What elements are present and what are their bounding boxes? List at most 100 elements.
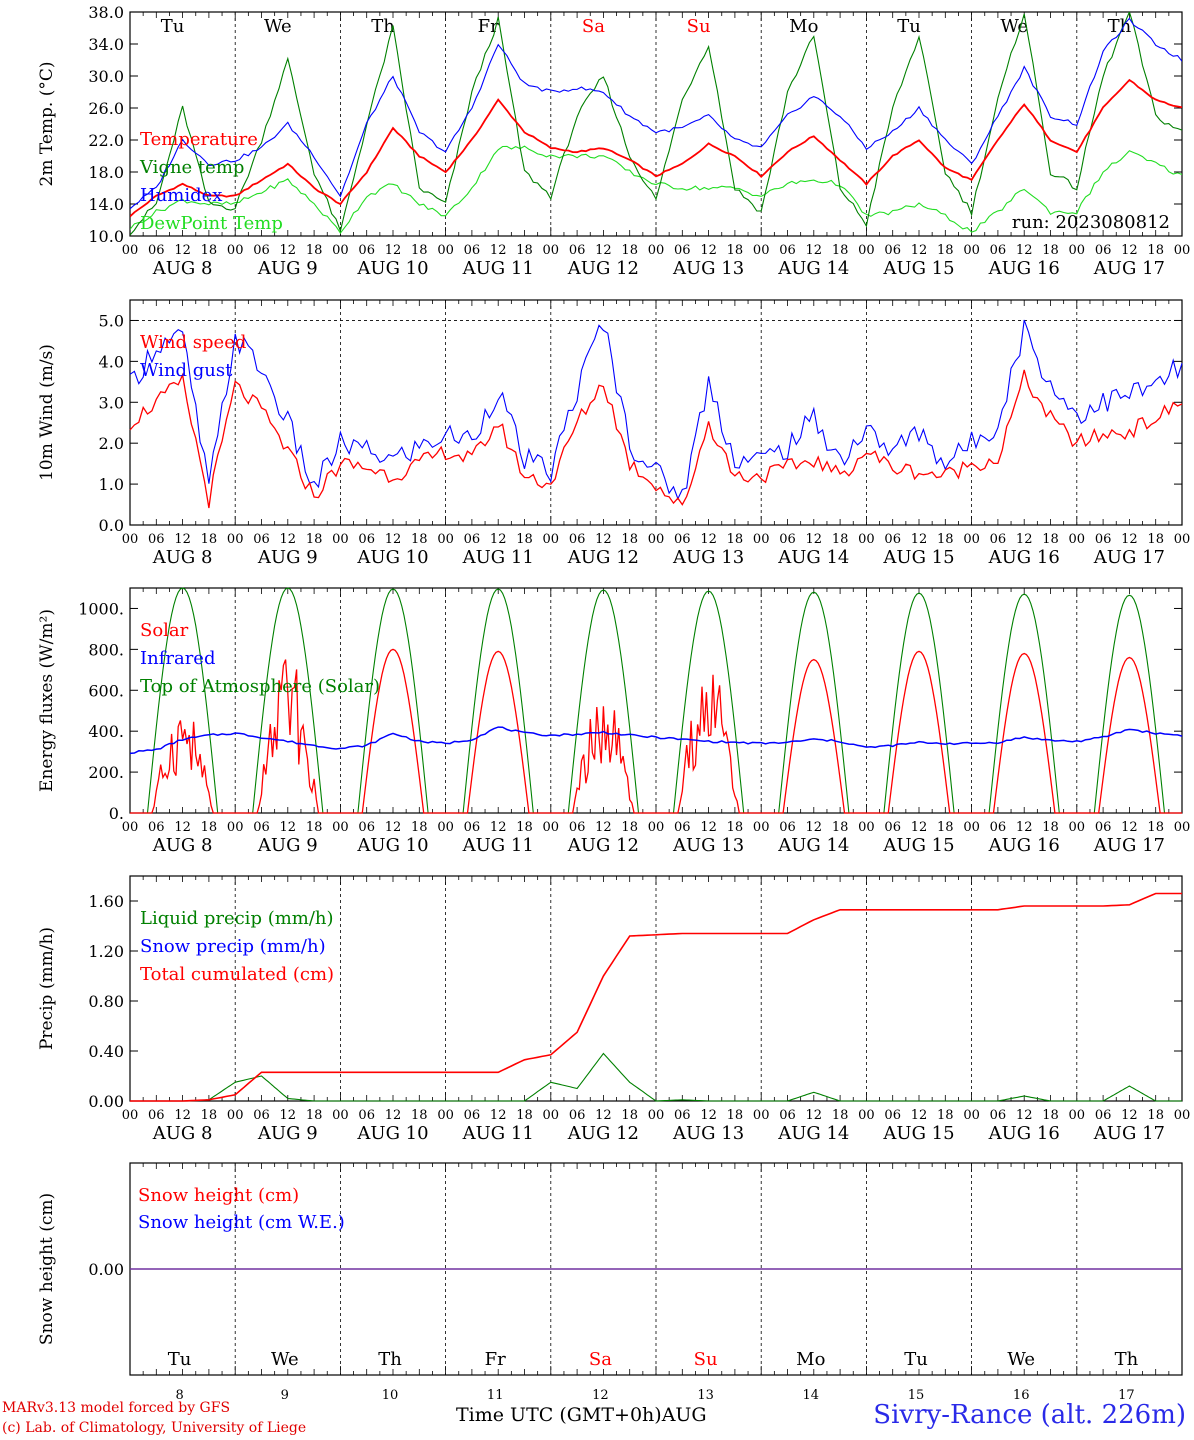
hour-tick-label: 12 <box>1121 243 1138 258</box>
hour-tick-label: 12 <box>700 1108 717 1123</box>
hour-tick-label: 18 <box>201 532 218 547</box>
date-label: AUG 8 <box>152 547 213 568</box>
time-axis-month: AUG <box>661 1404 707 1426</box>
date-label: AUG 13 <box>672 835 744 856</box>
hour-tick-label: 18 <box>937 243 954 258</box>
y-tick-label: 1.60 <box>88 892 124 911</box>
hour-tick-label: 18 <box>937 820 954 835</box>
y-tick-label: 3.0 <box>99 393 124 412</box>
hour-tick-label: 12 <box>1016 243 1033 258</box>
hour-tick-label: 12 <box>911 243 928 258</box>
hour-tick-label: 00 <box>1069 532 1086 547</box>
day-name: Th <box>378 1349 402 1370</box>
date-label: AUG 11 <box>462 835 534 856</box>
hour-tick-label: 06 <box>358 820 375 835</box>
day-name: Tu <box>168 1349 192 1370</box>
hour-tick-label: 06 <box>1095 532 1112 547</box>
hour-tick-label: 12 <box>280 532 297 547</box>
y-tick-label: 0.00 <box>88 1260 124 1279</box>
legend-solar: Solar <box>140 620 189 641</box>
hour-tick-label: 12 <box>595 243 612 258</box>
hour-tick-label: 06 <box>779 820 796 835</box>
hour-tick-label: 18 <box>306 243 323 258</box>
hour-tick-label: 06 <box>674 1108 691 1123</box>
hour-tick-label: 18 <box>937 532 954 547</box>
hour-tick-label: 06 <box>1095 1108 1112 1123</box>
hour-tick-label: 12 <box>490 243 507 258</box>
hour-tick-label: 12 <box>385 820 402 835</box>
legend-total-cumulated-cm-: Total cumulated (cm) <box>140 964 334 985</box>
run-label: run: 2023080812 <box>1012 212 1170 233</box>
hour-tick-label: 00 <box>227 243 244 258</box>
date-label: AUG 17 <box>1093 1123 1165 1144</box>
hour-tick-label: 18 <box>1042 820 1059 835</box>
date-label: AUG 13 <box>672 1123 744 1144</box>
day-name: Sa <box>582 16 605 37</box>
hour-tick-label: 18 <box>201 820 218 835</box>
hour-tick-label: 18 <box>1042 243 1059 258</box>
day-name: Th <box>1115 1349 1139 1370</box>
day-number: 12 <box>592 1388 609 1403</box>
hour-tick-label: 18 <box>516 1108 533 1123</box>
hour-tick-label: 00 <box>1069 1108 1086 1123</box>
hour-tick-label: 00 <box>437 532 454 547</box>
hour-tick-label: 06 <box>569 1108 586 1123</box>
hour-tick-label: 06 <box>990 1108 1007 1123</box>
date-label: AUG 15 <box>882 835 954 856</box>
hour-tick-label: 00 <box>543 243 560 258</box>
date-label: AUG 14 <box>777 1123 849 1144</box>
hour-tick-label: 18 <box>1147 820 1164 835</box>
hour-tick-label: 18 <box>832 243 849 258</box>
hour-tick-label: 18 <box>411 243 428 258</box>
series-total-cumulated-cm- <box>130 892 1182 1102</box>
hour-tick-label: 18 <box>1042 1108 1059 1123</box>
y-axis-label: Precip (mm/h) <box>37 927 57 1050</box>
hour-tick-label: 00 <box>332 820 349 835</box>
day-name: Mo <box>789 16 818 37</box>
hour-tick-label: 12 <box>1121 1108 1138 1123</box>
legend-temperature: Temperature <box>140 129 258 150</box>
hour-tick-label: 06 <box>148 1108 165 1123</box>
legend-wind-gust: Wind gust <box>140 360 233 381</box>
hour-tick-label: 06 <box>779 532 796 547</box>
hour-tick-label: 00 <box>753 243 770 258</box>
hour-tick-label: 12 <box>174 532 191 547</box>
series-liquid-precip-mm-h- <box>130 1052 1182 1102</box>
date-label: AUG 9 <box>257 1123 318 1144</box>
hour-tick-label: 00 <box>1174 1108 1191 1123</box>
hour-tick-label: 00 <box>753 820 770 835</box>
y-tick-label: 0.80 <box>88 992 124 1011</box>
hour-tick-label: 06 <box>990 820 1007 835</box>
y-tick-label: 0.00 <box>88 1092 124 1111</box>
hour-tick-label: 06 <box>464 532 481 547</box>
hour-tick-label: 00 <box>1069 243 1086 258</box>
y-tick-label: 400. <box>88 722 124 741</box>
hour-tick-label: 00 <box>648 243 665 258</box>
y-tick-label: 22.0 <box>88 131 124 150</box>
day-name: Sa <box>589 1349 612 1370</box>
hour-tick-label: 06 <box>358 532 375 547</box>
date-label: AUG 16 <box>988 547 1060 568</box>
y-tick-label: 18.0 <box>88 163 124 182</box>
date-label: AUG 16 <box>988 835 1060 856</box>
time-axis-label-text: Time UTC (GMT+0h) <box>456 1404 662 1426</box>
date-label: AUG 9 <box>257 547 318 568</box>
day-number: 10 <box>382 1388 399 1403</box>
series-wind-gust <box>129 319 1183 501</box>
date-label: AUG 11 <box>462 547 534 568</box>
date-label: AUG 12 <box>567 1123 639 1144</box>
date-label: AUG 16 <box>988 1123 1060 1144</box>
hour-tick-label: 12 <box>385 1108 402 1123</box>
date-label: AUG 15 <box>882 547 954 568</box>
hour-tick-label: 00 <box>543 820 560 835</box>
hour-tick-label: 06 <box>884 532 901 547</box>
y-tick-label: 4.0 <box>99 352 124 371</box>
date-label: AUG 15 <box>882 1123 954 1144</box>
station-label: Sivry-Rance (alt. 226m) <box>873 1400 1186 1430</box>
y-tick-label: 0.0 <box>99 516 124 535</box>
hour-tick-label: 18 <box>201 1108 218 1123</box>
hour-tick-label: 06 <box>1095 820 1112 835</box>
day-name: Fr <box>485 1349 506 1370</box>
hour-tick-label: 00 <box>437 243 454 258</box>
